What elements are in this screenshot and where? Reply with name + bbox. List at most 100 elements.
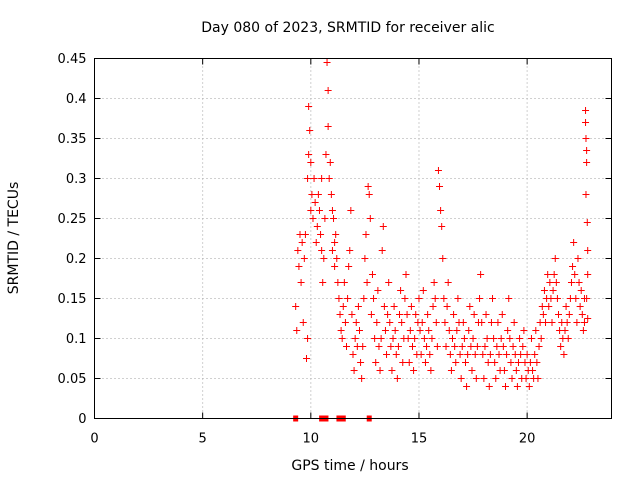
data-point: [306, 127, 314, 134]
data-point: [373, 319, 381, 326]
data-point: [387, 343, 395, 350]
data-point: [412, 311, 420, 318]
data-point: [548, 319, 556, 326]
data-point: [466, 303, 474, 310]
data-point: [365, 191, 373, 198]
data-point: [324, 123, 332, 130]
data-point: [525, 383, 533, 390]
data-point: [428, 335, 436, 342]
x-tick-label: 15: [411, 432, 428, 447]
y-tick-label: 0.15: [58, 292, 87, 307]
data-point: [464, 351, 472, 358]
data-point: [372, 359, 380, 366]
data-point: [514, 359, 522, 366]
data-point: [452, 359, 460, 366]
data-point: [504, 327, 512, 334]
data-point: [345, 263, 353, 270]
data-point: [468, 367, 476, 374]
data-point: [551, 255, 559, 262]
data-point: [507, 359, 515, 366]
data-point: [374, 287, 382, 294]
data-point: [408, 343, 416, 350]
data-point: [299, 319, 307, 326]
data-point: [371, 335, 379, 342]
data-point: [323, 59, 331, 66]
data-point: [308, 191, 316, 198]
data-point: [553, 295, 561, 302]
data-point: [381, 327, 389, 334]
data-point: [349, 351, 357, 358]
data-point: [298, 239, 306, 246]
data-point: [549, 287, 557, 294]
data-point: [561, 327, 569, 334]
y-tick-label: 0: [78, 412, 86, 427]
data-point: [532, 327, 540, 334]
data-point: [344, 295, 352, 302]
data-point: [479, 351, 487, 358]
y-tick-label: 0.2: [66, 252, 87, 267]
data-point: [519, 343, 527, 350]
data-point: [399, 359, 407, 366]
data-point: [411, 335, 419, 342]
data-point: [569, 263, 577, 270]
data-point: [471, 351, 479, 358]
data-point: [309, 215, 317, 222]
data-point: [406, 327, 414, 334]
data-point: [482, 311, 490, 318]
data-point: [440, 295, 448, 302]
data-point: [509, 343, 517, 350]
data-point: [477, 271, 485, 278]
data-point: [358, 375, 366, 382]
data-point: [442, 343, 450, 350]
plot-area: [292, 59, 592, 422]
data-point: [370, 295, 378, 302]
x-tick-label: 10: [303, 432, 320, 447]
x-tick-label: 5: [199, 432, 207, 447]
data-point: [389, 335, 397, 342]
data-point: [300, 255, 308, 262]
data-point: [410, 367, 418, 374]
data-point: [490, 335, 498, 342]
data-point: [313, 223, 321, 230]
data-point: [450, 311, 458, 318]
data-point: [420, 335, 428, 342]
data-point: [392, 351, 400, 358]
data-point: [512, 367, 520, 374]
data-point: [456, 351, 464, 358]
data-point: [582, 135, 590, 142]
data-point: [473, 343, 481, 350]
data-point: [485, 383, 493, 390]
data-point: [419, 287, 427, 294]
data-point: [444, 279, 452, 286]
y-tick-label: 0.05: [58, 372, 87, 387]
data-point: [354, 303, 362, 310]
data-point: [417, 351, 425, 358]
data-point: [570, 239, 578, 246]
y-tick-label: 0.45: [58, 52, 87, 67]
data-point: [584, 247, 592, 254]
data-point: [426, 351, 434, 358]
data-point: [318, 247, 326, 254]
data-point: [376, 367, 384, 374]
data-point: [458, 343, 466, 350]
data-point: [583, 159, 591, 166]
data-point: [393, 375, 401, 382]
data-point: [434, 167, 442, 174]
data-point: [537, 335, 545, 342]
data-point: [499, 343, 507, 350]
data-point: [487, 319, 495, 326]
y-axis-label: SRMTID / TECUs: [6, 182, 22, 295]
data-point: [493, 343, 501, 350]
data-point: [454, 295, 462, 302]
data-point: [423, 343, 431, 350]
axis-ticks: [94, 58, 612, 419]
data-point: [506, 335, 514, 342]
data-point: [574, 255, 582, 262]
data-point: [483, 335, 491, 342]
data-point: [352, 319, 360, 326]
data-point: [583, 295, 591, 302]
x-tick-label: 0: [90, 432, 98, 447]
data-point: [463, 383, 471, 390]
data-point: [421, 359, 429, 366]
data-point: [429, 303, 437, 310]
